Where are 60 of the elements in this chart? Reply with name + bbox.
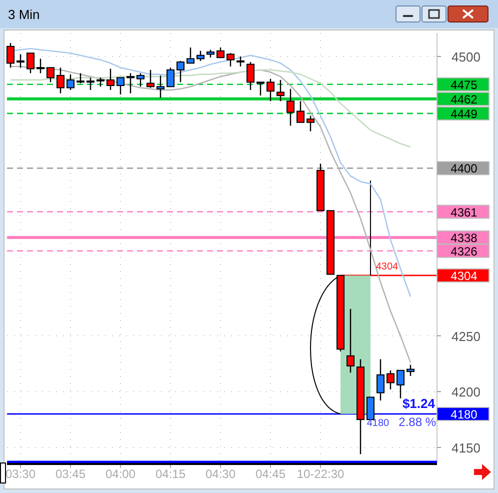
candlestick bbox=[26, 52, 34, 74]
candlestick bbox=[66, 74, 74, 91]
x-tick-label: 03:30 bbox=[5, 467, 36, 481]
annotation: 4180 bbox=[366, 418, 390, 429]
candlestick bbox=[86, 77, 94, 91]
ref-line-label: 4449 bbox=[450, 106, 478, 121]
candlestick bbox=[36, 58, 44, 74]
candlestick bbox=[266, 78, 274, 102]
candlestick bbox=[136, 72, 144, 88]
x-tick-label: 04:00 bbox=[105, 467, 136, 481]
candlestick bbox=[196, 50, 204, 62]
x-tick-label: 04:15 bbox=[155, 467, 186, 481]
candlestick bbox=[256, 82, 264, 96]
candlestick bbox=[226, 52, 234, 68]
candlestick bbox=[276, 79, 284, 102]
x-tick-label: 03:45 bbox=[55, 467, 86, 481]
candlestick bbox=[56, 67, 64, 94]
ref-line-label: 4304 bbox=[450, 268, 478, 283]
candlestick bbox=[396, 370, 404, 399]
candlestick bbox=[246, 61, 254, 91]
annotation: 4304 bbox=[376, 261, 399, 272]
ref-line-label: 4462 bbox=[450, 92, 478, 106]
ref-line-label: 4361 bbox=[450, 205, 478, 220]
candlestick bbox=[126, 72, 134, 94]
candlestick bbox=[186, 46, 194, 64]
candlestick bbox=[176, 60, 184, 83]
candlestick bbox=[146, 69, 154, 88]
y-tick-label: 4150 bbox=[452, 440, 480, 456]
chart-title: 3 Min bbox=[8, 7, 40, 22]
candlestick bbox=[116, 77, 124, 96]
candlestick bbox=[236, 56, 244, 68]
candlestick bbox=[76, 72, 84, 84]
x-tick-label: 04:45 bbox=[255, 467, 286, 481]
y-tick-label: 4500 bbox=[452, 49, 480, 64]
candlestick bbox=[166, 67, 174, 88]
candlestick bbox=[6, 42, 14, 68]
x-tick-label: 10-22:30 bbox=[296, 467, 345, 481]
candlestick bbox=[16, 54, 24, 68]
candlestick bbox=[286, 88, 294, 126]
candlestick bbox=[406, 364, 414, 377]
candlestick bbox=[46, 67, 54, 83]
candlestick bbox=[386, 370, 394, 390]
ref-line-label: 4475 bbox=[450, 78, 478, 92]
annotation: $1.24 bbox=[402, 396, 436, 411]
candlestick bbox=[296, 100, 304, 123]
annotation: 2.88 % bbox=[398, 414, 436, 429]
candlestick bbox=[156, 74, 164, 98]
ref-line-label: 4180 bbox=[450, 407, 478, 422]
candlestick bbox=[376, 358, 384, 402]
ref-line-label: 4326 bbox=[450, 244, 478, 258]
candlestick bbox=[216, 46, 224, 58]
ref-line-label: 4400 bbox=[450, 162, 478, 176]
candlestick bbox=[346, 308, 354, 374]
y-tick-label: 4200 bbox=[452, 384, 480, 400]
candlestick bbox=[366, 396, 374, 420]
candlestick bbox=[306, 115, 314, 132]
y-tick-label: 4250 bbox=[452, 328, 480, 344]
ref-line-label: 4338 bbox=[450, 230, 478, 245]
candlestick bbox=[106, 68, 114, 91]
x-tick-label: 04:30 bbox=[205, 467, 236, 481]
